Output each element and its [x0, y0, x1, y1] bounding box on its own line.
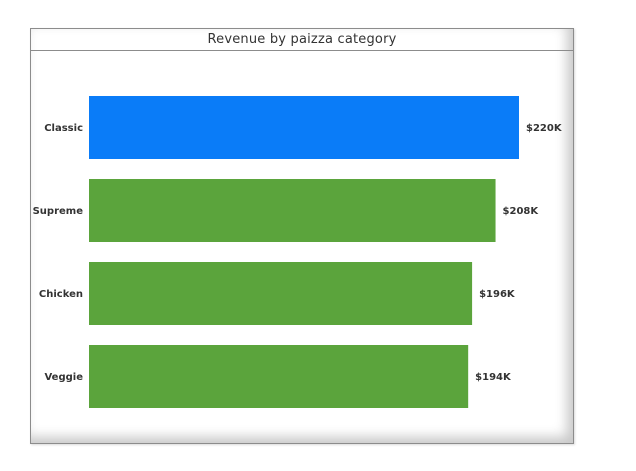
bar-supreme[interactable]	[89, 179, 496, 242]
bar-chart: Classic $220K Supreme $208K Chicken $196K Vegg…	[33, 96, 563, 408]
category-label-supreme: Supreme	[33, 206, 84, 217]
category-label-classic: Classic	[44, 123, 83, 134]
bar-chicken[interactable]	[89, 262, 473, 325]
category-label-chicken: Chicken	[39, 289, 83, 300]
plot-area: Classic $220K Supreme $208K Chicken $196K Vegg…	[31, 51, 571, 443]
chart-title: Revenue by paizza category	[31, 29, 573, 51]
category-label-veggie: Veggie	[44, 372, 83, 383]
chart-panel: Revenue by paizza category Classic $220K S…	[30, 28, 574, 444]
bar-classic[interactable]	[89, 96, 519, 159]
bar-veggie[interactable]	[89, 345, 469, 408]
value-label-chicken: $196K	[479, 289, 516, 300]
value-label-veggie: $194K	[475, 372, 512, 383]
value-label-classic: $220K	[526, 123, 563, 134]
value-label-supreme: $208K	[503, 206, 540, 217]
